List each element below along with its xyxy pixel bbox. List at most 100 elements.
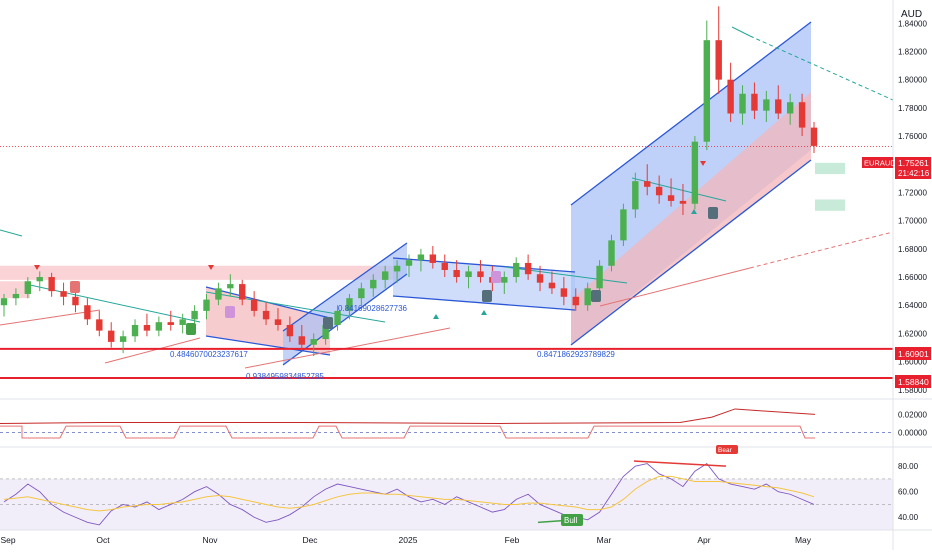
last-price-tag: EURAUD 1.75261 21:42:16 (862, 157, 931, 179)
candle-3 (36, 271, 43, 292)
candle-25 (298, 324, 305, 351)
candle-42 (501, 271, 508, 294)
price-tick-1: 1.82000 (898, 47, 927, 56)
candle-52 (620, 203, 627, 247)
candle-50 (596, 260, 603, 294)
candle-35 (417, 248, 425, 272)
candle-2 (24, 277, 32, 299)
candle-57 (679, 183, 687, 216)
candle-55 (655, 175, 663, 204)
candle-22 (262, 302, 270, 325)
trend-line-dashed-teal (749, 35, 894, 101)
x-label-8: May (795, 535, 812, 545)
candle-44 (524, 254, 532, 280)
candle-56 (667, 178, 675, 207)
zone-green-2 (815, 199, 845, 211)
candle-49 (584, 282, 591, 311)
zone-left (0, 281, 30, 299)
signal-badge-0 (70, 281, 80, 293)
price-tick-6: 1.72000 (898, 188, 927, 197)
candle-24 (286, 316, 294, 342)
rsi-tick-0: 80.00 (898, 462, 919, 471)
channel-line-2 (282, 242, 408, 332)
candle-20 (239, 279, 246, 306)
candle-43 (513, 257, 520, 283)
x-label-5: Feb (505, 535, 520, 545)
rsi-ma-line (3, 475, 815, 512)
price-tick-2: 1.80000 (898, 76, 927, 85)
channel-line-1 (205, 335, 331, 356)
candle-26 (310, 333, 317, 356)
price-tick-12: 1.60000 (898, 358, 927, 367)
price-tick-13: 1.58000 (898, 386, 927, 395)
trend-line-teal-2 (205, 291, 386, 323)
price-tick-4: 1.76000 (898, 132, 927, 141)
candle-17 (203, 293, 210, 320)
candle-23 (274, 308, 282, 331)
channel-line-7 (570, 159, 812, 346)
candle-29 (346, 293, 353, 320)
currency-label: AUD (901, 9, 922, 20)
price-tick-8: 1.68000 (898, 245, 927, 254)
buy-marker-0 (433, 314, 439, 319)
resistance-zone (0, 265, 400, 280)
rsi-bull-badge: Bull (564, 516, 578, 525)
price-tick-7: 1.70000 (898, 217, 927, 226)
candle-51 (608, 234, 615, 272)
signal-badge-2 (186, 323, 196, 335)
sell-marker-0 (34, 265, 40, 270)
candle-14 (167, 310, 174, 331)
candle-63 (751, 82, 758, 120)
candle-46 (548, 271, 556, 294)
signal-badge-4 (482, 290, 492, 302)
candle-0 (0, 293, 8, 317)
ind1-tick-0: 0.02000 (898, 410, 927, 419)
signal-badge-1 (225, 306, 235, 318)
candle-47 (560, 277, 568, 306)
channel-line-4 (392, 257, 576, 273)
rsi-tick-1: 60.00 (898, 488, 919, 497)
x-label-2: Nov (202, 535, 218, 545)
candle-8 (96, 310, 103, 337)
rsi-bear-divergence (633, 460, 727, 467)
x-label-3: Dec (302, 535, 318, 545)
candle-10 (119, 330, 127, 354)
candle-37 (441, 254, 448, 278)
candle-66 (786, 93, 794, 125)
price-tick-11: 1.62000 (898, 329, 927, 338)
candle-12 (143, 313, 151, 337)
candle-21 (250, 291, 258, 317)
sell-marker-1 (208, 265, 214, 270)
signal-badge-7 (708, 207, 718, 219)
support-tag-1: 1.60901 (898, 349, 929, 359)
candle-18 (215, 282, 222, 306)
candle-65 (775, 85, 782, 120)
candle-58 (691, 136, 699, 210)
candle-9 (108, 322, 115, 348)
price-tick-10: 1.64000 (898, 301, 927, 310)
candle-68 (810, 121, 818, 153)
trend-line-red-1 (104, 337, 201, 364)
candle-19 (227, 274, 234, 297)
candle-32 (381, 265, 389, 289)
candle-36 (429, 246, 437, 269)
ind1-smooth-line (0, 408, 816, 424)
signal-badge-5 (491, 271, 501, 283)
signal-badge-6 (591, 290, 601, 302)
x-label-0: Sep (0, 535, 15, 545)
candle-13 (155, 316, 163, 337)
trend-line-red-left (0, 309, 101, 326)
candle-4 (48, 272, 55, 297)
candle-53 (632, 172, 639, 218)
candle-31 (370, 274, 377, 297)
trend-line-red-dashed (749, 231, 894, 269)
candle-40 (477, 260, 484, 283)
buy-marker-2 (691, 209, 697, 214)
channel-annotation-2: 0.9384959834852785 (246, 372, 324, 381)
channel-annotation-3: 0.84169028627736 (338, 304, 408, 313)
channel-feb-red (571, 92, 811, 345)
signal-badge-3 (323, 317, 333, 329)
candle-38 (453, 260, 460, 283)
candle-64 (763, 90, 770, 122)
